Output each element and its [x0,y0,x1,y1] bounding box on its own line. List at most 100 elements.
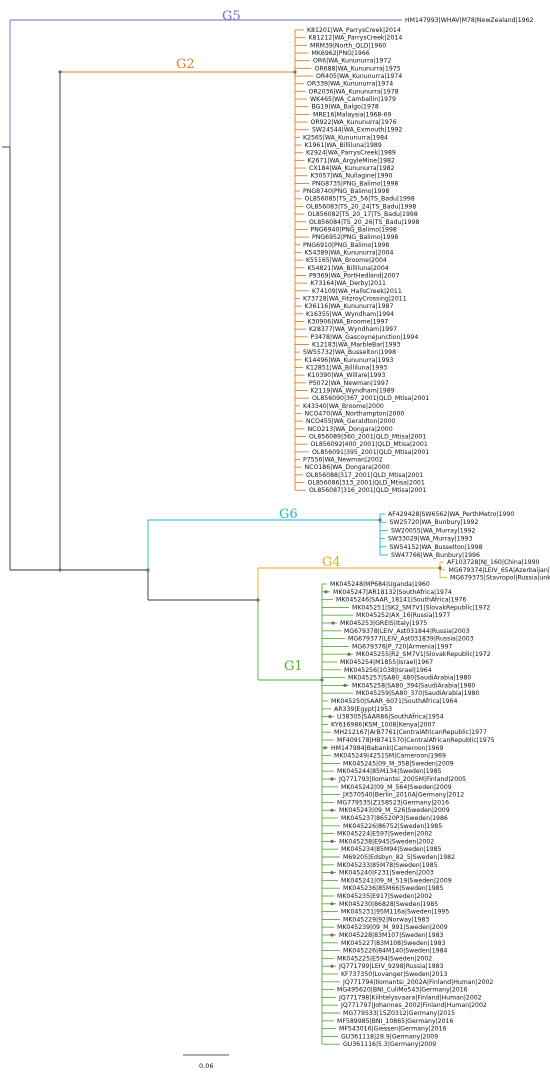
node-dot [330,808,334,812]
leaf-label: K12851|WA_Billiluna|1993 [306,364,387,371]
leaf-label: OR922|WA_Kununurra|1976 [311,119,397,126]
leaf-label: K36116|WA_Kununurra|1987 [305,303,394,310]
leaf-label: K73164|WA_Derby|2011 [311,280,387,287]
leaf-label: OL856090|367_2001|QLD_Mtisa|2001 [312,395,429,402]
clade-label-g1: G1 [284,659,303,674]
node-dot [331,621,335,625]
node-dot [330,964,334,968]
leaf-label: MK045243|09_M_526|Sweden|2009 [339,807,450,814]
leaf-label: NCO186|WA_Dongara|2000 [305,464,390,471]
leaf-label: MK045224|E597|Sweden|2002 [337,831,432,838]
leaf-label: JQ771797|Johannes_2002|Finland|Human|200… [340,1002,487,1009]
leaf-label: K43340|WA_Broome|2000 [303,403,384,410]
leaf-label: MK045259|SA80_370|SaudiArabia|1980 [356,690,479,697]
leaf-label: P9369|WA_PortHedland|2007 [309,272,400,279]
leaf-label: PNG6940|PNG_Balimo|1998 [311,226,397,233]
node-dot [320,678,324,682]
leaf-label: MG679378|LEIV_Ast031844|Russia|2003 [344,628,470,635]
leaf-label: K81201|WA_ParrysCreek|2014 [307,27,401,34]
leaf-label: MK045242|09_M_564|Sweden|2009 [341,784,452,791]
leaf-label: SW33029|WA_Murray|1993 [388,536,473,543]
leaf-label: MK045226|84M140|Sweden|1984 [343,948,448,955]
leaf-label: MK045239|09_M_991|Sweden|2009 [337,924,448,931]
leaf-label: KY616986|KSM_1008|Kenya|2007 [331,721,435,728]
leaf-label: K54821|WA_Billiluna|2004 [308,265,389,272]
leaf-label: MK045256|1038|Israel|1964 [344,667,432,674]
leaf-label: MK045252|AX_16|Russia|1977 [356,612,450,619]
leaf-label: JQ771794|Ilomantsi_2002A|Finland|Human|2… [342,979,493,986]
leaf-label: K1961|WA_Billiluna|1989 [305,142,382,149]
clade-label-g2: G2 [176,57,195,72]
leaf-label: U38305|SAAR86|SouthAfrica|1954 [337,714,444,721]
node-dot [328,715,332,719]
leaf-label: OL856089|360_2001|QLD_Mtisa|2001 [309,434,426,441]
leaf-label: K55165|WA_Broome|2004 [306,257,387,264]
leaf-label: K3057|WA_Nullagine|1990 [311,173,393,180]
leaf-label: K10390|WA_Willare|1993 [308,372,386,379]
leaf-label: MF589985|BNI_10865|Germany|2016 [337,1018,453,1025]
leaf-labels: HM147993|WHAV|M78|NewZealand|1962 K81201|… [303,17,550,1048]
leaf-label: OL856087|316_2001|QLD_Mtisa|2001 [309,487,426,494]
leaf-label: NCO213|WA_Dongara|2000 [308,426,393,433]
leaf-label: MK045254|M1855|Israel|1967 [340,659,433,666]
leaf-label: OL856086|313_2001|QLD_Mtisa|2001 [308,480,425,487]
leaf-label: GU361116|5.3|Germany|2009 [343,1041,436,1048]
leaf-label: OR2036|WA_Kununurra|1978 [309,88,399,95]
leaf-label: OR688|WA_Kununurra|1975 [315,65,401,72]
node-dot [58,70,62,74]
leaf-label: MG679374|LEIV_65A|Azerbaijan|1963 [449,567,550,574]
leaf-label: MK045236|85M66|Sweden|1985 [343,885,444,892]
leaf-label: OR339|WA_Kununurra|1974 [307,81,393,88]
tree-branches [2,19,447,1045]
node-dot [378,518,382,522]
node-markers [58,70,442,968]
node-dot [330,839,334,844]
node-dot [347,652,351,656]
leaf-label: HM147993|WHAV|M78|NewZealand|1962 [405,17,534,24]
node-dot [330,777,334,781]
leaf-label: OL856085|TS_25_56|TS_Badu|1998 [305,196,415,203]
scale-bar-label: 0.06 [199,1062,213,1070]
leaf-label: SW20055|WA_Murray|1992 [391,527,476,534]
node-dot [323,746,327,750]
leaf-label: K74109|WA_HallsCreek|2011 [312,288,402,295]
leaf-label: MH212167|ArB7761|CentralAfricanRepublic|… [334,729,487,736]
node-dot [58,568,62,572]
leaf-label: MG679376|P_720|Armenia|1997 [352,643,452,650]
leaf-label: MRE16|Malaysia|1968-69 [313,111,392,118]
leaf-label: NCO455|WA_Geraldton|2000 [306,418,395,425]
clade-label-g4: G4 [322,555,341,570]
leaf-label: K2565|WA_Kununurra|1984 [303,134,388,141]
leaf-label: CX184|WA_Kununurra|1982 [309,165,395,172]
leaf-label: K14496|WA_Kununurra|1993 [305,357,394,364]
leaf-label: K2671|WA_ArgyleMine|1982 [308,157,395,164]
leaf-label: MK045225|E594|Sweden|2002 [337,955,432,962]
leaf-label: MK045253|GREIS|Italy|1975 [340,620,427,627]
leaf-label: MG495620|BNI_CuliMo543|Germany|2016 [337,987,468,994]
leaf-label: MG779535|Z158523|Germany|2016 [337,799,449,806]
leaf-label: MK045247|AR18132|SouthAfrica|1974 [333,589,452,596]
clade-label-g5: G5 [222,9,241,24]
leaf-label: K81212|WA_ParrysCreek|2014 [309,35,403,42]
leaf-label: MG679377|LEIV_Ast031839|Russia|2003 [348,636,474,643]
leaf-label: OR6|WA_Kununurra|1972 [313,58,391,65]
leaf-label: MK045229|92|Norway|1983 [343,916,429,923]
leaf-label: MK045240|F231|Sweden|2003 [339,870,434,877]
leaf-label: OL856088|317_2001|QLD_Mtisa|2001 [306,472,423,479]
leaf-label: K54389|WA_Kununurra|2004 [305,249,394,256]
leaf-label: MK045250|SAAR_6071|SouthAfrica|1964 [331,698,458,705]
leaf-label: OL856083|TS_20_24|TS_Badu|1998 [306,203,416,210]
leaf-label: MK045241|09_M_519|Sweden|2009 [341,877,452,884]
leaf-label: MG679375|Stavropol|Russia|unknown_date [450,575,550,582]
leaf-label: MK045258|SA80_394|SaudiArabia|1980 [352,682,475,689]
node-dot [146,568,150,572]
leaf-label: MK045227|83M108|Sweden|1983 [341,940,446,947]
leaf-label: K16355|WA_Wyndham|1994 [306,311,394,318]
leaf-label: MK045231|95M116a|Sweden|1995 [341,909,449,916]
leaf-label: KF737350|Lovanger|Sweden|2013 [341,971,448,978]
leaf-label: SW55732|WA_Busselton|1998 [303,349,396,356]
node-dot [330,933,334,937]
leaf-label: JX570540|Berlin_2010A|Germany|2012 [342,792,464,799]
leaf-label: K30906|WA_Broome|1997 [308,318,389,325]
